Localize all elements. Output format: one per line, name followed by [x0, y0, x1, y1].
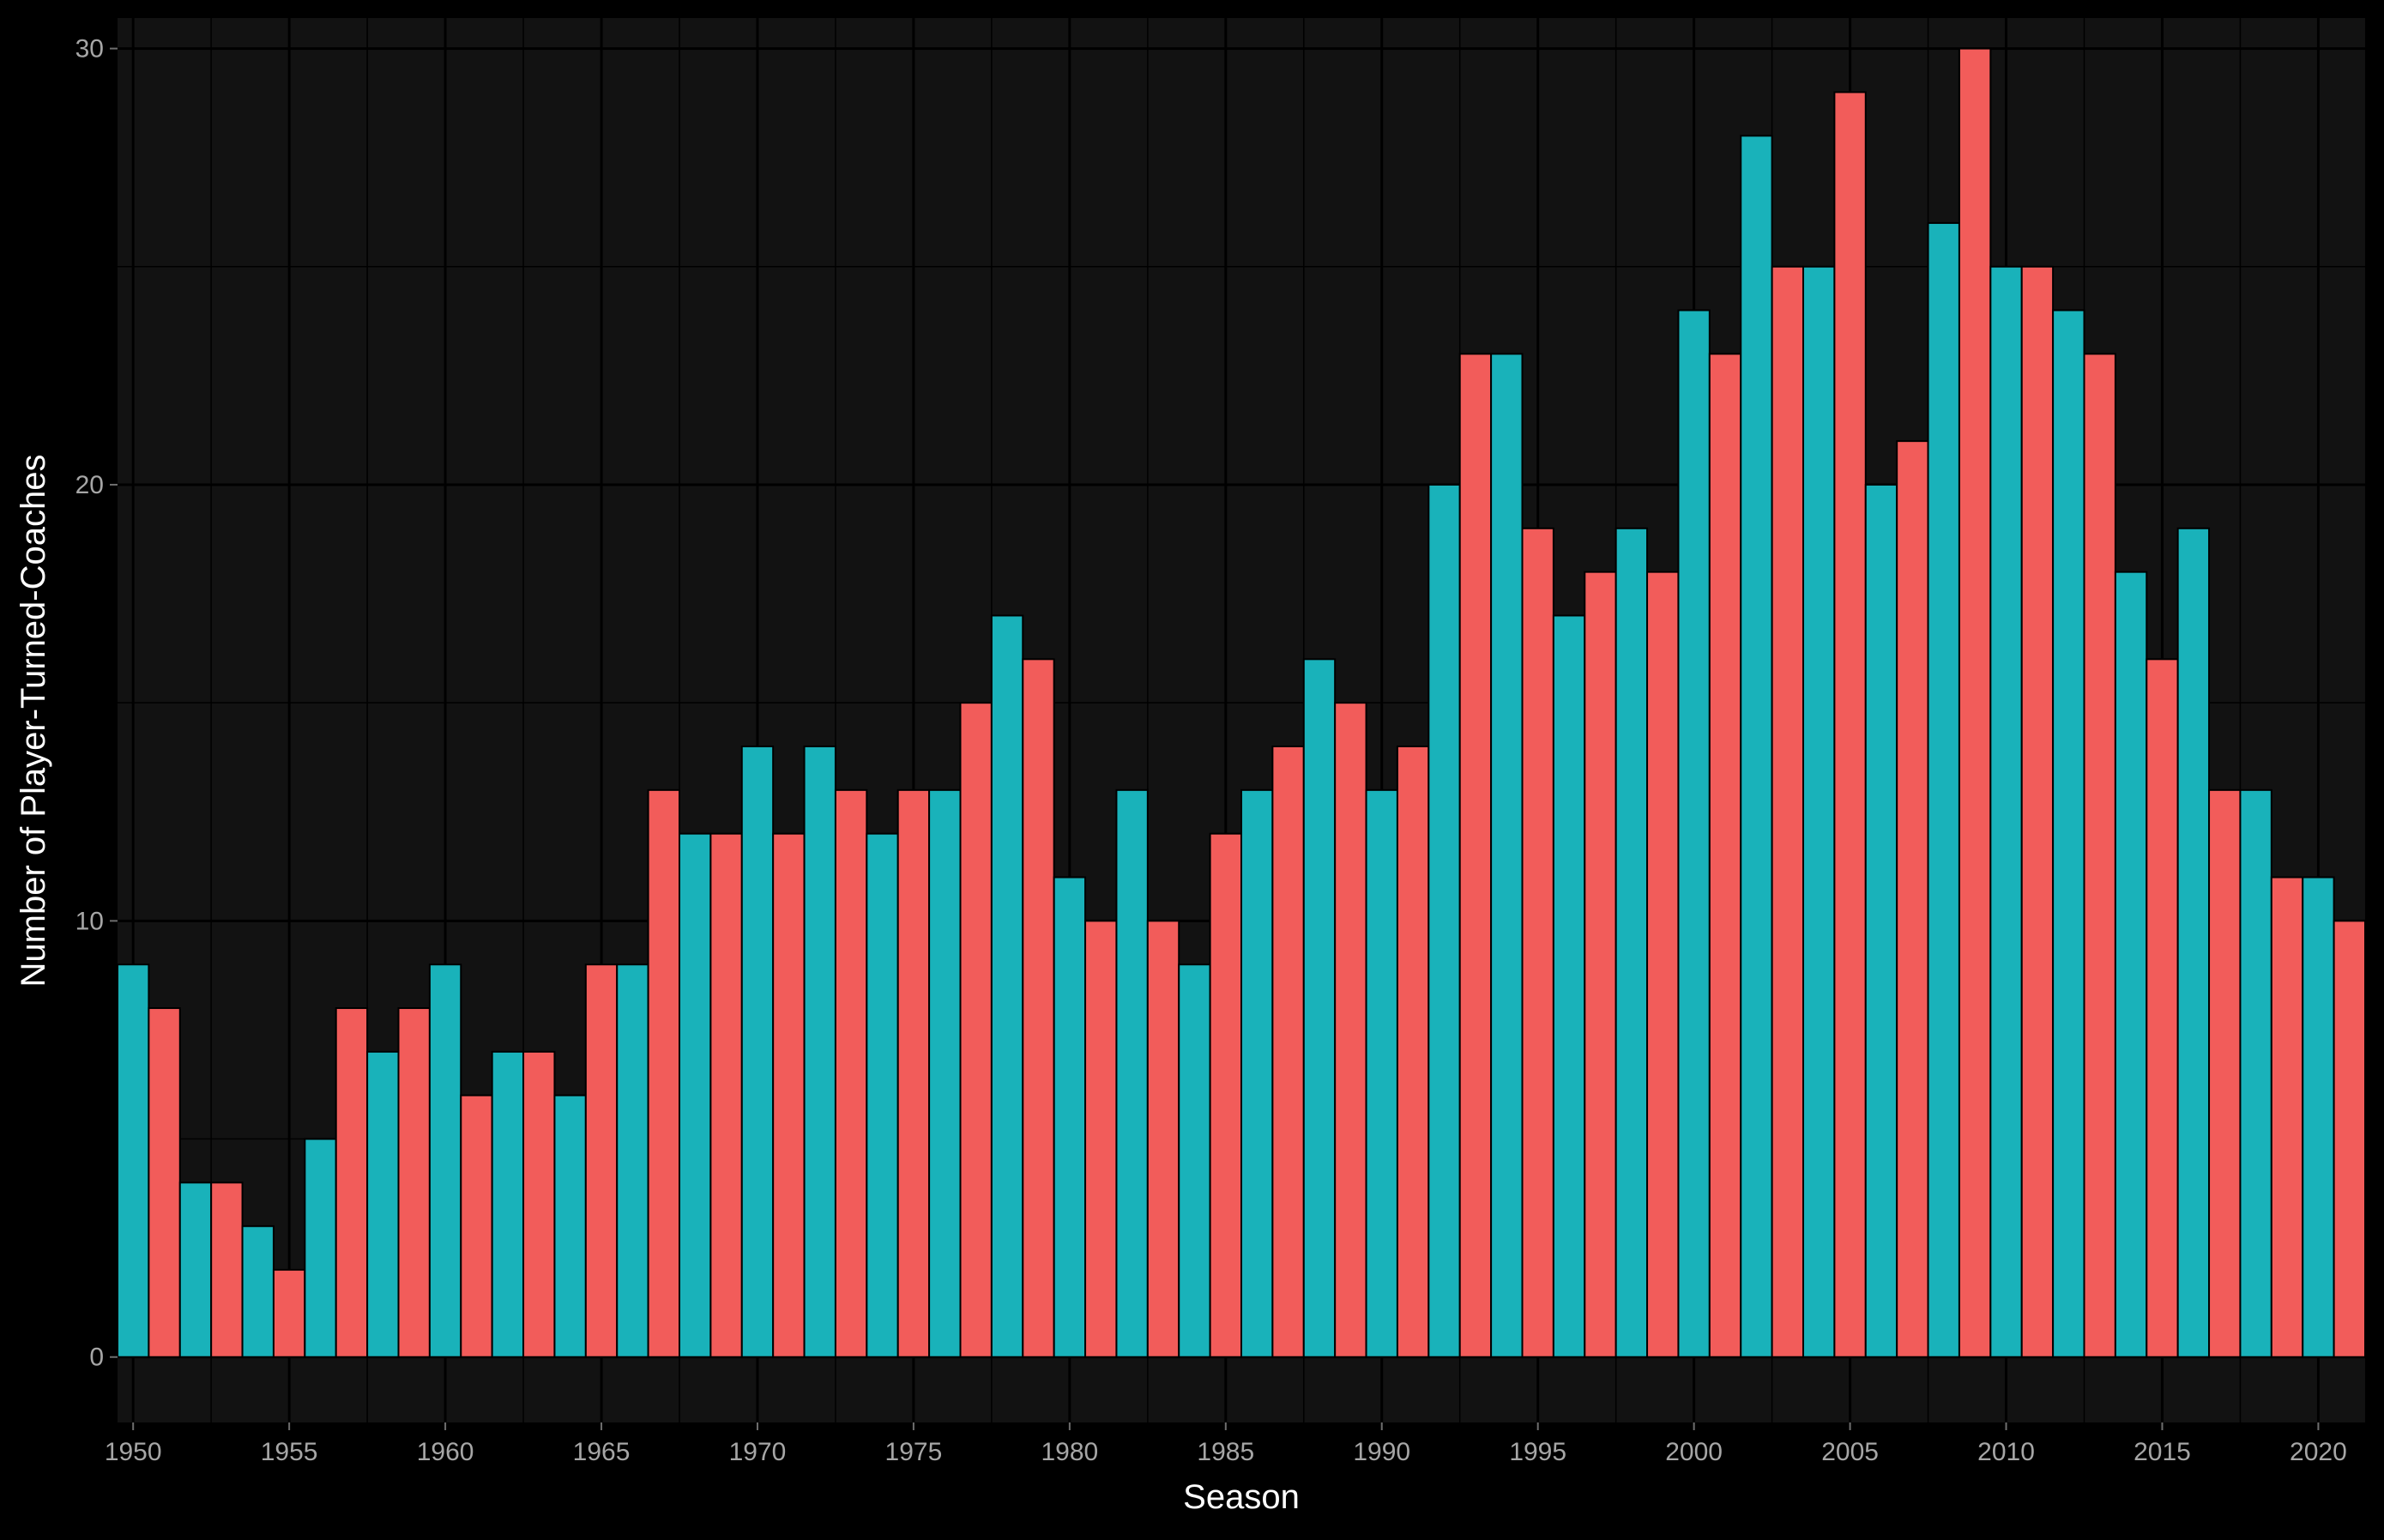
bar-1977 [959, 702, 993, 1358]
bar-1979 [1022, 658, 1055, 1358]
bar-2000 [1677, 309, 1711, 1358]
y-tick-label: 10 [75, 907, 104, 935]
bar-1958 [366, 1050, 400, 1358]
bar-1995 [1521, 527, 1554, 1358]
y-axis-ticks: 0 10 20 30 [75, 35, 118, 1372]
bar-1952 [178, 1181, 213, 1358]
bar-1953 [210, 1181, 244, 1358]
bar-2017 [2208, 788, 2242, 1358]
x-tick-label: 2015 [2134, 1438, 2191, 1466]
x-tick-label: 1950 [105, 1438, 162, 1466]
x-tick-label: 1985 [1197, 1438, 1254, 1466]
bar-1967 [647, 788, 680, 1358]
bar-1991 [1396, 746, 1430, 1358]
bar-1965 [584, 963, 619, 1358]
bar-1988 [1302, 658, 1337, 1358]
x-tick-label: 2005 [1821, 1438, 1879, 1466]
bar-2003 [1771, 265, 1804, 1358]
bar-1956 [304, 1138, 337, 1358]
x-tick-label: 2020 [2290, 1438, 2347, 1466]
bar-1955 [272, 1269, 306, 1358]
bar-1989 [1334, 702, 1367, 1358]
bar-1976 [928, 788, 962, 1358]
bar-1985 [1209, 832, 1242, 1358]
bar-1968 [679, 832, 712, 1358]
bar-1954 [241, 1225, 275, 1358]
bar-1984 [1178, 963, 1211, 1358]
bar-1974 [866, 832, 899, 1358]
bar-1962 [491, 1050, 525, 1358]
bar-2021 [2333, 920, 2366, 1358]
bar-2006 [1864, 483, 1898, 1358]
x-axis-title: Season [1183, 1478, 1300, 1516]
bar-1978 [990, 614, 1024, 1358]
bar-1990 [1365, 788, 1398, 1358]
bar-1983 [1146, 920, 1180, 1358]
bar-1970 [740, 746, 775, 1358]
y-tick-label: 0 [89, 1344, 104, 1372]
bar-1951 [148, 1007, 181, 1358]
bar-2008 [1927, 221, 1960, 1358]
bar-2011 [2020, 265, 2055, 1358]
bar-2019 [2270, 876, 2304, 1358]
bar-1963 [522, 1050, 556, 1358]
bar-1986 [1240, 788, 1274, 1358]
x-tick-label: 2000 [1665, 1438, 1723, 1466]
bar-1961 [460, 1094, 493, 1358]
bar-2015 [2146, 658, 2179, 1358]
bar-1994 [1490, 353, 1524, 1358]
bar-2004 [1802, 265, 1836, 1358]
bar-2020 [2302, 876, 2335, 1358]
bar-1981 [1084, 920, 1118, 1358]
bar-1972 [803, 746, 836, 1358]
x-tick-label: 1960 [417, 1438, 474, 1466]
bar-1971 [772, 832, 806, 1358]
y-axis-title: Number of Player-Turned-Coaches [15, 455, 52, 987]
bar-2002 [1740, 135, 1773, 1358]
bar-1950 [117, 963, 150, 1358]
bar-1996 [1552, 614, 1586, 1358]
x-tick-label: 2010 [1977, 1438, 2035, 1466]
bar-2013 [2083, 353, 2116, 1358]
y-tick-label: 20 [75, 471, 104, 499]
bar-1992 [1427, 483, 1461, 1358]
bar-2016 [2176, 527, 2211, 1358]
bar-1997 [1584, 571, 1617, 1358]
bar-1980 [1053, 876, 1087, 1358]
x-tick-label: 1955 [261, 1438, 318, 1466]
bar-2001 [1708, 353, 1742, 1358]
bar-1966 [616, 963, 649, 1358]
bar-1973 [834, 788, 868, 1358]
bar-1975 [896, 788, 931, 1358]
bar-1959 [397, 1007, 431, 1358]
bar-1957 [335, 1007, 369, 1358]
bar-1987 [1271, 746, 1305, 1358]
bar-1969 [709, 832, 743, 1358]
bar-1964 [553, 1094, 587, 1358]
bar-1982 [1115, 788, 1149, 1358]
bar-2012 [2052, 309, 2085, 1358]
bars [117, 47, 2366, 1358]
bar-2005 [1833, 91, 1867, 1358]
x-tick-label: 1980 [1041, 1438, 1098, 1466]
bar-2014 [2114, 571, 2148, 1358]
y-tick-label: 30 [75, 35, 104, 63]
bar-2010 [1989, 265, 2023, 1358]
bar-1960 [428, 963, 462, 1358]
bar-2018 [2239, 788, 2272, 1358]
x-tick-label: 1965 [573, 1438, 631, 1466]
x-tick-label: 1970 [729, 1438, 787, 1466]
bar-1999 [1646, 571, 1680, 1358]
x-tick-label: 1990 [1353, 1438, 1410, 1466]
x-tick-label: 1975 [885, 1438, 943, 1466]
x-tick-label: 1995 [1509, 1438, 1566, 1466]
bar-1993 [1458, 353, 1493, 1358]
bar-1998 [1614, 527, 1649, 1358]
bar-2007 [1896, 440, 1929, 1358]
bar-2009 [1958, 47, 1992, 1358]
x-axis-ticks: 1950 1955 1960 1965 1970 1975 1980 1985 1990 1995… [105, 1422, 2347, 1466]
